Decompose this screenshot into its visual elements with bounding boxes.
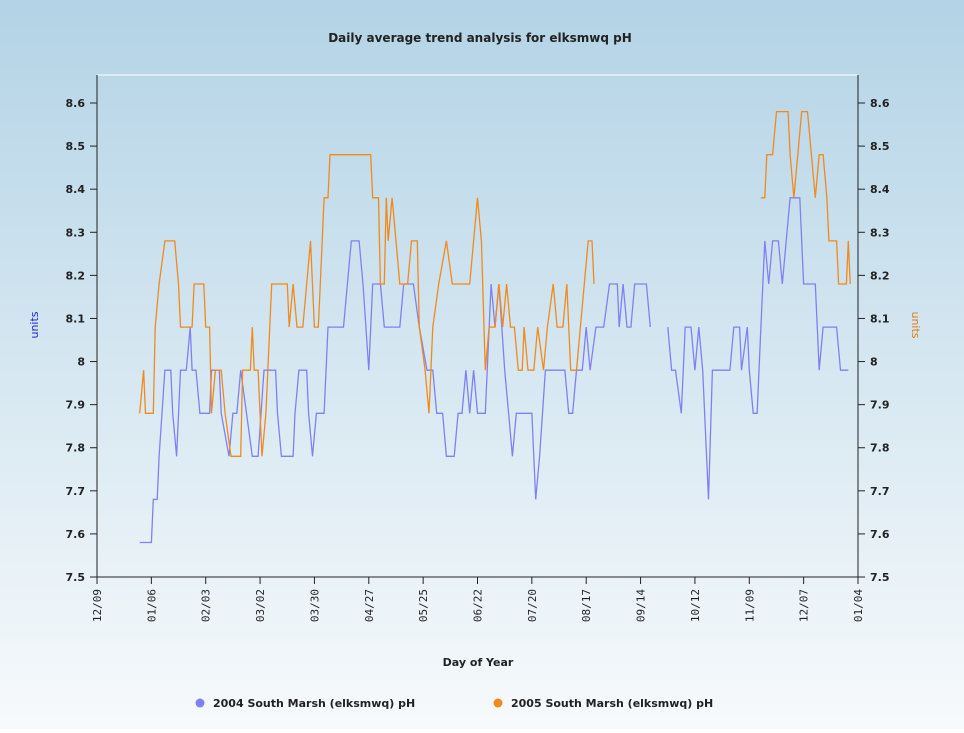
- y2-tick-label: 8.2: [870, 269, 890, 282]
- y-axis-title: units: [28, 311, 41, 338]
- y2-tick-label: 7.6: [870, 528, 890, 541]
- y-tick-label: 8: [77, 356, 85, 369]
- x-tick-label: 04/27: [363, 589, 376, 622]
- x-tick-label: 08/17: [580, 589, 593, 622]
- y-tick-label: 7.8: [66, 442, 86, 455]
- y2-tick-label: 7.5: [870, 571, 890, 584]
- x-tick-label: 11/09: [743, 589, 756, 622]
- y2-tick-label: 8.5: [870, 140, 890, 153]
- y-tick-label: 8.3: [66, 226, 86, 239]
- x-tick-label: 05/25: [417, 589, 430, 622]
- y-tick-label: 7.6: [66, 528, 86, 541]
- legend-label: 2004 South Marsh (elksmwq) pH: [213, 697, 415, 710]
- y2-tick-label: 7.8: [870, 442, 890, 455]
- y-tick-label: 7.5: [66, 571, 86, 584]
- legend-marker: [195, 698, 205, 708]
- x-tick-label: 03/30: [308, 589, 321, 622]
- x-tick-label: 10/12: [689, 589, 702, 622]
- x-tick-label: 12/09: [91, 589, 104, 622]
- y-tick-label: 8.2: [66, 269, 86, 282]
- y-tick-label: 8.4: [66, 183, 86, 196]
- x-axis-title: Day of Year: [443, 656, 514, 669]
- legend-marker: [493, 698, 503, 708]
- series-line: [139, 110, 851, 457]
- x-tick-label: 03/02: [254, 589, 267, 622]
- y2-tick-label: 8.1: [870, 312, 890, 325]
- y-tick-label: 8.6: [66, 97, 86, 110]
- x-tick-label: 02/03: [200, 589, 213, 622]
- x-tick-label: 01/06: [145, 589, 158, 622]
- y2-tick-label: 7.9: [870, 399, 890, 412]
- series-line: [139, 197, 849, 544]
- y-tick-label: 8.1: [66, 312, 86, 325]
- y-tick-label: 7.9: [66, 399, 86, 412]
- y-tick-label: 8.5: [66, 140, 86, 153]
- y2-tick-label: 8.4: [870, 183, 890, 196]
- y2-tick-label: 8.3: [870, 226, 890, 239]
- y2-tick-label: 7.7: [870, 485, 890, 498]
- x-tick-label: 07/20: [526, 589, 539, 622]
- legend-label: 2005 South Marsh (elksmwq) pH: [511, 697, 713, 710]
- y2-axis-title: units: [909, 311, 922, 338]
- x-tick-label: 06/22: [472, 589, 485, 622]
- y2-tick-label: 8: [870, 356, 878, 369]
- x-tick-label: 12/07: [798, 589, 811, 622]
- x-tick-label: 09/14: [635, 589, 648, 622]
- y2-tick-label: 8.6: [870, 97, 890, 110]
- y-tick-label: 7.7: [66, 485, 86, 498]
- chart-title: Daily average trend analysis for elksmwq…: [328, 31, 632, 45]
- x-tick-label: 01/04: [852, 589, 865, 622]
